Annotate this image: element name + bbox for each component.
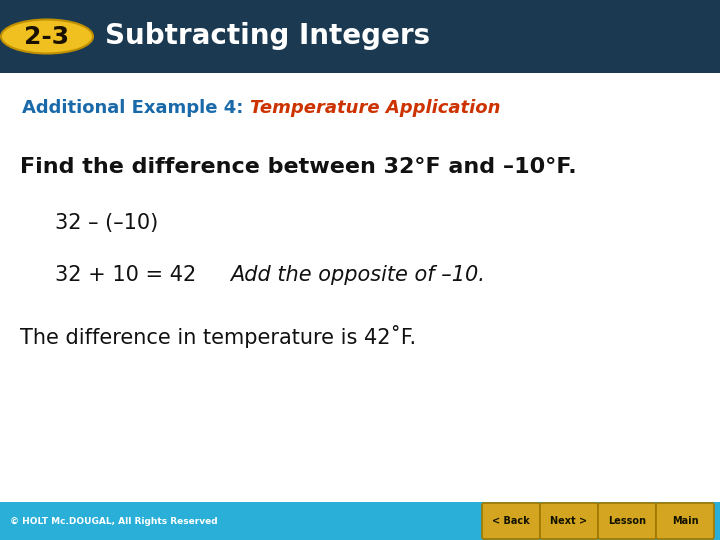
Text: 32 + 10 = 42: 32 + 10 = 42 bbox=[55, 265, 197, 285]
Text: Lesson: Lesson bbox=[608, 516, 646, 526]
FancyBboxPatch shape bbox=[656, 503, 714, 539]
Text: Find the difference between 32°F and –10°F.: Find the difference between 32°F and –10… bbox=[20, 157, 577, 177]
Text: Subtracting Integers: Subtracting Integers bbox=[105, 23, 430, 51]
Text: 2-3: 2-3 bbox=[24, 24, 70, 49]
Bar bbox=[0, 502, 720, 540]
FancyBboxPatch shape bbox=[540, 503, 598, 539]
FancyBboxPatch shape bbox=[598, 503, 656, 539]
Text: Next >: Next > bbox=[550, 516, 588, 526]
Text: The difference in temperature is 42˚F.: The difference in temperature is 42˚F. bbox=[20, 325, 416, 348]
Ellipse shape bbox=[1, 19, 93, 53]
FancyBboxPatch shape bbox=[482, 503, 540, 539]
Bar bbox=[0, 0, 720, 73]
Text: © HOLT Mc.DOUGAL, All Rights Reserved: © HOLT Mc.DOUGAL, All Rights Reserved bbox=[10, 516, 217, 525]
Text: < Back: < Back bbox=[492, 516, 530, 526]
Text: Main: Main bbox=[672, 516, 698, 526]
Text: 32 – (–10): 32 – (–10) bbox=[55, 213, 158, 233]
Text: Add the opposite of –10.: Add the opposite of –10. bbox=[230, 265, 485, 285]
Text: Temperature Application: Temperature Application bbox=[250, 99, 500, 117]
Text: Additional Example 4:: Additional Example 4: bbox=[22, 99, 250, 117]
